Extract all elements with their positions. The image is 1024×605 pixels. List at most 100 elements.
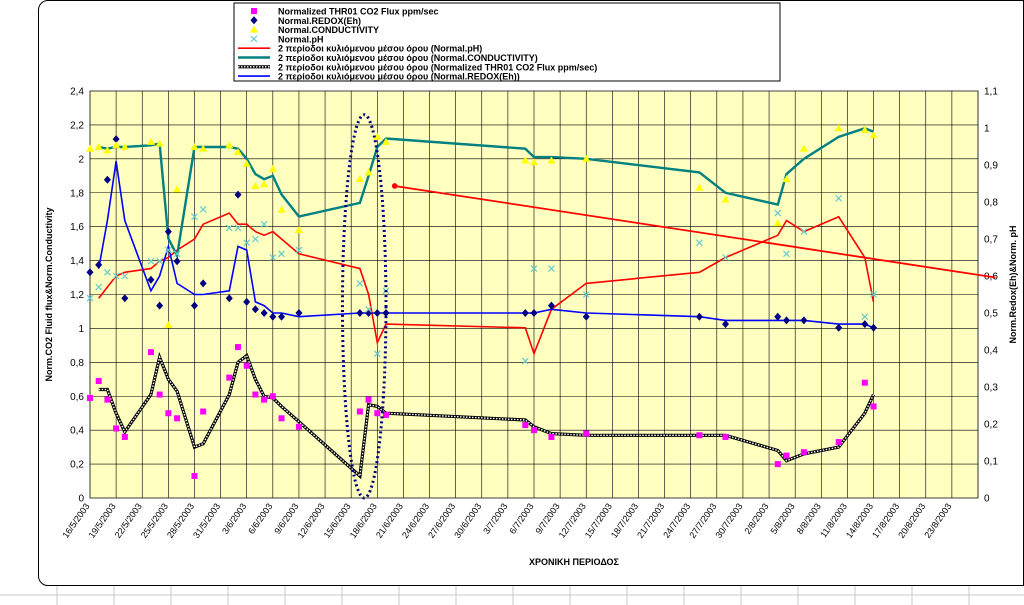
x-tick-label: 9/7/2003 <box>533 501 561 535</box>
data-point <box>582 312 590 321</box>
data-point <box>277 205 286 213</box>
data-point <box>261 396 268 403</box>
data-point <box>278 312 286 321</box>
data-point <box>112 141 121 149</box>
data-point <box>260 220 268 228</box>
data-point <box>251 181 260 189</box>
data-point <box>522 422 529 429</box>
data-point <box>722 254 729 261</box>
data-point <box>365 305 373 313</box>
data-point <box>364 168 373 176</box>
y-right-tick-label: 1,1 <box>984 87 998 98</box>
data-point <box>835 194 843 202</box>
data-point <box>383 411 389 418</box>
data-point <box>547 301 555 310</box>
series-layer <box>86 124 878 480</box>
data-point <box>521 357 529 365</box>
y-left-tick-label: 2,2 <box>70 120 84 131</box>
data-point <box>800 449 807 456</box>
data-point <box>269 393 276 400</box>
x-tick-label: 3/6/2003 <box>220 501 248 535</box>
data-point <box>94 142 103 150</box>
y-axis-left-title: Norm.CO2 Fluid flux&Norm.Conductivity <box>44 207 54 381</box>
data-point <box>374 410 381 417</box>
data-point <box>260 180 269 188</box>
y-left-tick-label: 0,6 <box>70 392 84 403</box>
x-tick-label: 3/7/2003 <box>481 501 509 535</box>
data-point <box>531 427 537 434</box>
data-point <box>95 283 103 291</box>
x-tick-label: 5/8/2003 <box>769 501 797 535</box>
data-point <box>191 472 198 479</box>
y-left-tick-label: 1,8 <box>70 188 84 199</box>
data-point <box>243 297 251 306</box>
y-left-tick-label: 1,4 <box>70 256 84 267</box>
data-point <box>695 183 704 191</box>
data-point <box>234 224 242 232</box>
data-point <box>112 135 120 144</box>
series-points <box>87 344 877 479</box>
data-point <box>103 175 111 184</box>
data-point <box>95 260 103 269</box>
data-point <box>156 257 164 265</box>
y-left-tick-label: 0,2 <box>70 460 84 471</box>
data-point <box>861 379 868 386</box>
data-point <box>225 224 233 232</box>
x-axis-title: ΧΡΟΝΙΚΗ ΠΕΡΙΟΔΟΣ <box>529 557 619 567</box>
data-point <box>86 268 94 277</box>
data-point <box>294 226 303 234</box>
data-point <box>225 294 233 303</box>
data-point <box>860 126 869 134</box>
data-point <box>869 131 878 139</box>
data-point <box>870 403 877 410</box>
data-point <box>235 344 241 351</box>
y-right-tick-label: 0,1 <box>984 457 998 468</box>
data-point <box>870 323 878 332</box>
data-point <box>773 219 782 227</box>
data-point <box>173 257 181 266</box>
data-point <box>147 257 155 265</box>
data-point <box>226 374 233 381</box>
data-point <box>373 132 382 140</box>
y-left-tick-label: 2,4 <box>70 87 84 98</box>
data-point <box>382 137 390 145</box>
data-point <box>295 246 303 254</box>
data-point <box>200 408 207 415</box>
data-point <box>190 301 198 310</box>
data-point <box>155 139 164 147</box>
data-point <box>774 312 782 321</box>
x-tick-label: 9/6/2003 <box>272 501 300 535</box>
legend-entry: Normal.pH <box>250 34 324 44</box>
legend-entry: Normal.CONDUCTIVITY <box>250 25 379 35</box>
data-point <box>121 433 128 440</box>
data-point <box>582 291 590 298</box>
data-point <box>164 227 172 236</box>
y-right-tick-label: 0,4 <box>984 346 998 357</box>
data-point <box>174 415 181 422</box>
legend-entry: Normalized THR01 CO2 Flux ppm/sec <box>251 7 439 17</box>
data-point <box>800 316 808 325</box>
data-point <box>835 323 843 332</box>
data-point <box>365 396 372 403</box>
y-left-tick-label: 1 <box>78 324 84 335</box>
legend-entry: 2 περίοδοι κυλιόμενου μέσου όρου (Normal… <box>238 53 538 63</box>
data-point <box>356 408 363 415</box>
data-point <box>722 433 729 440</box>
data-point <box>199 279 207 288</box>
legend-entry: Normal.REDOX(Eh) <box>250 16 361 26</box>
x-tick-label: 6/6/2003 <box>246 501 274 535</box>
data-point <box>260 309 268 317</box>
legend-label: Normalized THR01 CO2 Flux ppm/sec <box>278 7 439 17</box>
series-points <box>86 124 878 329</box>
data-point <box>164 246 172 254</box>
data-point <box>164 321 173 329</box>
data-point <box>870 291 877 298</box>
data-point <box>774 461 781 468</box>
series-line <box>97 161 874 329</box>
data-point <box>782 175 791 183</box>
data-point <box>103 268 111 276</box>
data-point <box>121 294 129 303</box>
legend[interactable]: Normalized THR01 CO2 Flux ppm/secNormal.… <box>233 2 781 82</box>
x-tick-label: 2/8/2003 <box>742 501 770 535</box>
